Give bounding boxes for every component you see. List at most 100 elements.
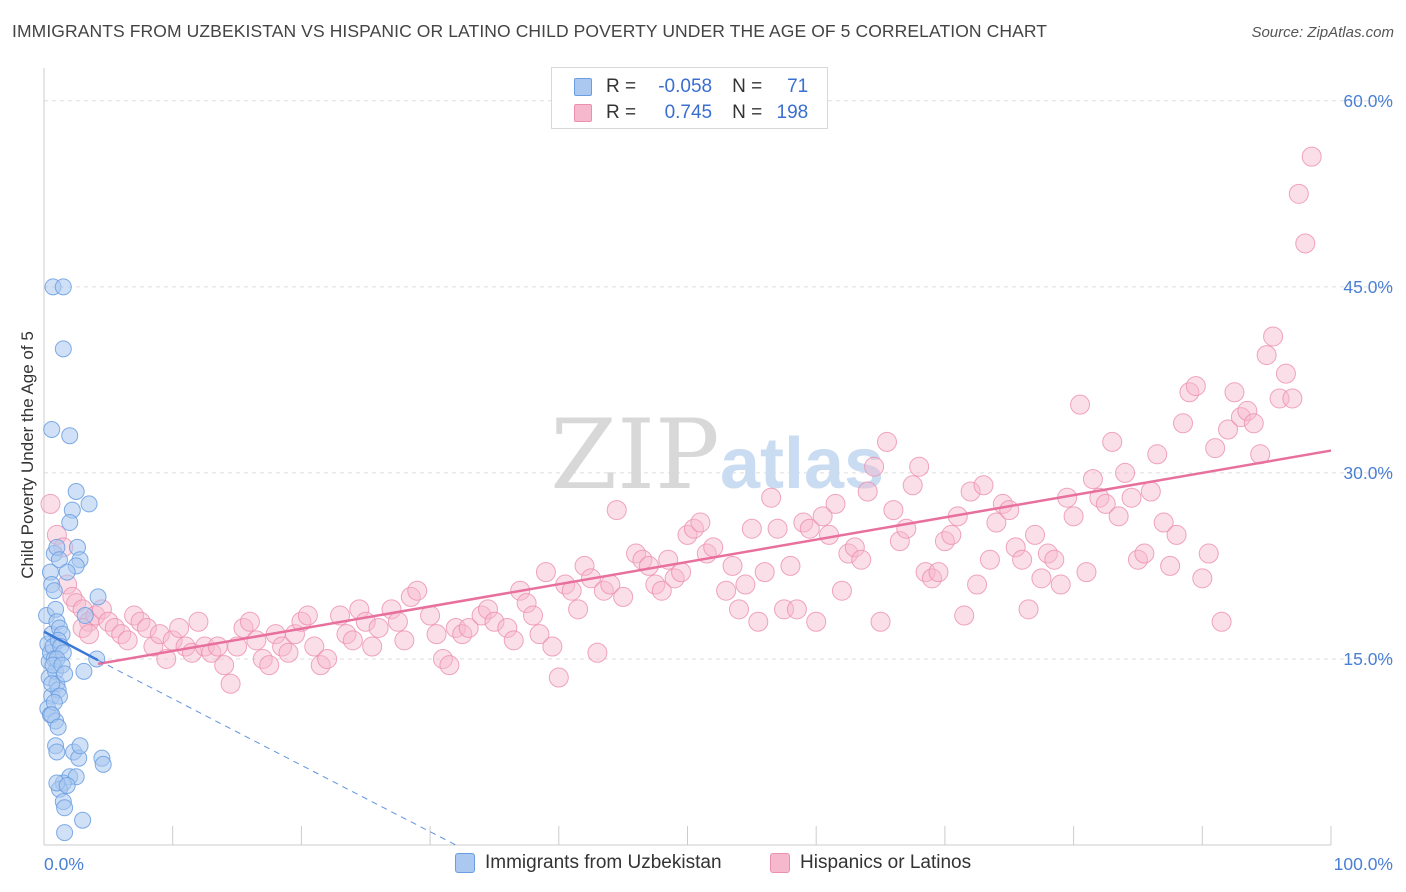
hispanic-point bbox=[291, 611, 312, 632]
source-label: Source: ZipAtlas.com bbox=[1251, 24, 1394, 41]
hispanic-point bbox=[728, 599, 749, 620]
tick-labels: 15.0% 30.0% 45.0% 60.0% 0.0% 100.0% bbox=[44, 91, 1393, 874]
hispanic-point bbox=[979, 549, 1000, 570]
y-tick-label: 15.0% bbox=[1343, 649, 1393, 669]
hispanic-point bbox=[304, 636, 325, 657]
y-axis-title: Child Poverty Under the Age of 5 bbox=[18, 331, 37, 579]
hispanic-point bbox=[574, 555, 595, 576]
hispanic-point bbox=[1102, 431, 1123, 452]
hispanic-point bbox=[1282, 388, 1303, 409]
hispanic-point bbox=[606, 500, 627, 521]
hispanic-point bbox=[1070, 394, 1091, 415]
hispanic-point bbox=[188, 611, 209, 632]
hispanic-point bbox=[252, 648, 273, 669]
legend-item-hispanic: Hispanics or Latinos bbox=[770, 852, 971, 874]
hispanic-point bbox=[1198, 543, 1219, 564]
hispanic-point bbox=[535, 562, 556, 583]
hispanic-point bbox=[690, 512, 711, 533]
hispanic-point bbox=[1127, 549, 1148, 570]
hispanic-point bbox=[207, 636, 228, 657]
r-label: R = bbox=[606, 102, 637, 123]
hispanic-point bbox=[1166, 524, 1187, 545]
hispanic-point bbox=[362, 636, 383, 657]
uzbekistan-point bbox=[56, 799, 74, 817]
hispanic-point bbox=[272, 636, 293, 657]
hispanic-point bbox=[478, 599, 499, 620]
hispanic-trend-line bbox=[97, 449, 1332, 666]
hispanic-point bbox=[259, 655, 280, 676]
hispanic-point bbox=[1224, 382, 1245, 403]
hispanic-point bbox=[812, 506, 833, 527]
hispanic-point bbox=[1237, 400, 1258, 421]
hispanic-point bbox=[66, 593, 87, 614]
hispanic-point bbox=[960, 481, 981, 502]
hispanic-point bbox=[1044, 549, 1065, 570]
hispanic-point bbox=[1256, 345, 1277, 366]
hispanic-point bbox=[1275, 363, 1296, 384]
hispanic-point bbox=[799, 518, 820, 539]
hispanic-point bbox=[831, 580, 852, 601]
blue-swatch-icon bbox=[574, 78, 592, 96]
hispanic-point bbox=[426, 624, 447, 645]
uzbekistan-point bbox=[48, 743, 66, 761]
r-value: 0.745 bbox=[664, 102, 713, 123]
hispanic-point bbox=[883, 500, 904, 521]
hispanic-point bbox=[117, 630, 138, 651]
hispanic-point bbox=[220, 673, 241, 694]
hispanic-point bbox=[1192, 568, 1213, 589]
hispanic-point bbox=[1160, 555, 1181, 576]
hispanic-point bbox=[683, 518, 704, 539]
hispanic-point bbox=[1295, 233, 1316, 254]
n-label: N = bbox=[732, 76, 763, 97]
hispanic-point bbox=[1140, 481, 1161, 502]
hispanic-point bbox=[368, 617, 389, 638]
n-value: 198 bbox=[776, 102, 809, 123]
hispanic-point bbox=[928, 562, 949, 583]
hispanic-point bbox=[986, 512, 1007, 533]
hispanic-point bbox=[1050, 574, 1071, 595]
uzbekistan-points bbox=[38, 278, 112, 842]
hispanic-point bbox=[909, 456, 930, 477]
hispanic-point bbox=[458, 617, 479, 638]
hispanic-point bbox=[529, 624, 550, 645]
hispanic-point bbox=[703, 537, 724, 558]
hispanic-point bbox=[452, 624, 473, 645]
hispanic-point bbox=[934, 531, 955, 552]
blue-swatch-icon bbox=[455, 853, 475, 873]
hispanic-point bbox=[1147, 444, 1168, 465]
uzbekistan-point bbox=[61, 514, 79, 532]
hispanic-point bbox=[735, 574, 756, 595]
n-label: N = bbox=[732, 102, 763, 123]
hispanic-point bbox=[484, 611, 505, 632]
hispanic-point bbox=[780, 555, 801, 576]
hispanic-point bbox=[40, 493, 61, 514]
hispanic-point bbox=[1211, 611, 1232, 632]
hispanic-point bbox=[1288, 183, 1309, 204]
n-value: 71 bbox=[787, 76, 809, 97]
hispanic-point bbox=[664, 568, 685, 589]
hispanic-point bbox=[400, 586, 421, 607]
hispanic-point bbox=[851, 549, 872, 570]
correlation-legend: R = -0.058 N = 71 R = 0.745 N = 198 bbox=[551, 67, 828, 129]
hispanic-point bbox=[1301, 146, 1322, 167]
hispanic-point bbox=[143, 636, 164, 657]
trend-lines bbox=[43, 449, 1332, 846]
hispanic-point bbox=[1218, 419, 1239, 440]
hispanic-point bbox=[1153, 512, 1174, 533]
hispanic-point bbox=[1037, 543, 1058, 564]
hispanic-point bbox=[748, 611, 769, 632]
hispanic-point bbox=[825, 493, 846, 514]
hispanic-point bbox=[568, 599, 589, 620]
hispanic-point bbox=[870, 611, 891, 632]
hispanic-point bbox=[471, 605, 492, 626]
y-tick-label: 60.0% bbox=[1343, 91, 1393, 111]
hispanic-point bbox=[1012, 549, 1033, 570]
hispanic-point bbox=[587, 642, 608, 663]
hispanic-point bbox=[638, 555, 659, 576]
hispanic-point bbox=[233, 617, 254, 638]
hispanic-point bbox=[645, 574, 666, 595]
hispanic-point bbox=[767, 518, 788, 539]
hispanic-point bbox=[1063, 506, 1084, 527]
uzbekistan-point bbox=[75, 662, 93, 680]
hispanic-point bbox=[342, 630, 363, 651]
